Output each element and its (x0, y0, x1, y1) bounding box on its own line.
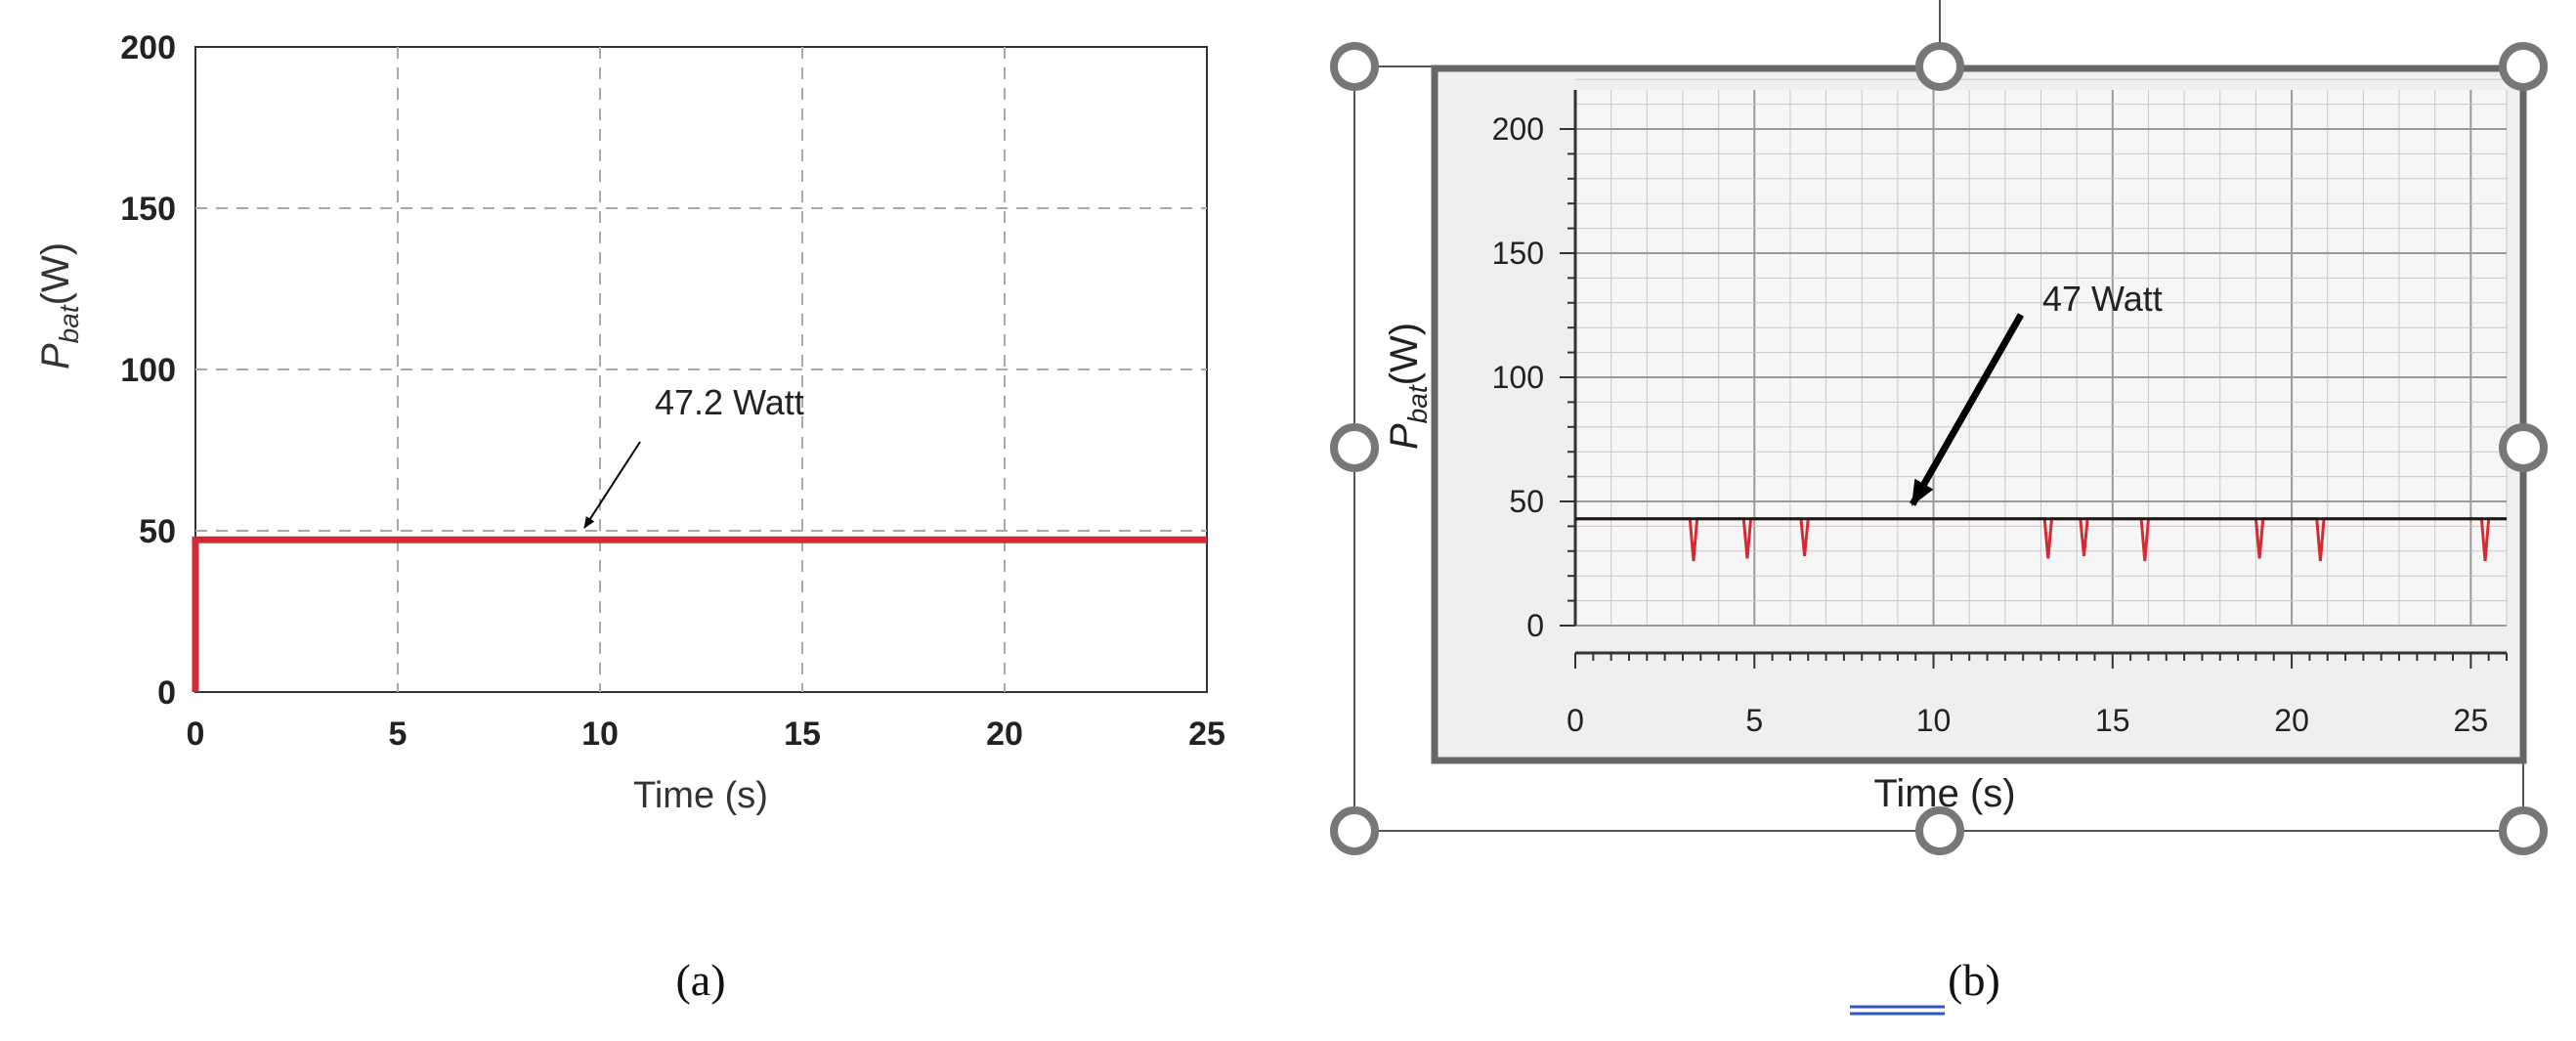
panel-b-x-tick-label-5: 25 (2454, 703, 2489, 738)
panel-b-grid (1560, 78, 2508, 669)
panel-b-x-tick-label-2: 10 (1916, 703, 1952, 738)
panel-a-y-tick-label-4: 200 (120, 29, 176, 66)
panel-a-x-tick-label-0: 0 (187, 716, 205, 753)
resize-handle-middle-left[interactable] (1330, 423, 1379, 472)
resize-handle-top-center[interactable] (1915, 42, 1964, 91)
panel-b-x-tick-label-4: 20 (2274, 703, 2309, 738)
panel-b-y-tick-label-3: 150 (1492, 236, 1544, 271)
panel-b-x-tick-label-1: 5 (1745, 703, 1763, 738)
panel-b-y-tick-label-4: 200 (1492, 111, 1544, 147)
panel-a-y-tick-label-1: 50 (139, 513, 176, 550)
panel-a-x-tick-label-4: 20 (986, 716, 1023, 753)
panel-b-series-line-0 (1575, 517, 2507, 562)
panel-b-y-label-main: P (1383, 423, 1426, 450)
panel-a-annotation-arrow (583, 441, 641, 529)
panel-a-y-tick-label-2: 100 (120, 352, 176, 389)
resize-handle-middle-right[interactable] (2499, 423, 2548, 472)
panel-b-x-tick-label-0: 0 (1567, 703, 1584, 738)
panel-a-x-tick-label-1: 5 (389, 716, 408, 753)
panel-a-series-line-0 (192, 536, 1207, 692)
panel-b-caption: (b) (1948, 955, 2000, 1005)
panel-b-ticks: 0 5 10 15 20 25 0 50 100 150 200 (1492, 111, 2489, 738)
panel-a-caption: (a) (675, 955, 725, 1005)
panel-b-y-label-sub: bat (1402, 384, 1433, 423)
panel-b-y-label-tail: (W) (1383, 323, 1426, 385)
panel-a-y-label-tail: (W) (34, 242, 77, 305)
panel-a-y-axis-label: Pbat(W) (34, 242, 84, 369)
panel-a-x-tick-label-3: 15 (784, 716, 821, 753)
panel-b-y-axis-label: Pbat(W) (1383, 323, 1433, 450)
panel-a-x-axis-label: Time (s) (633, 775, 768, 816)
panel-b-annotation-label: 47 Watt (2042, 279, 2163, 319)
resize-handle-top-left[interactable] (1330, 42, 1379, 91)
panel-a-annotation-label: 47.2 Watt (655, 382, 804, 422)
panel-b-y-tick-label-2: 100 (1492, 360, 1544, 395)
panel-b-series (1575, 517, 2507, 562)
panel-a-x-tick-label-5: 25 (1188, 716, 1225, 753)
resize-handle-bottom-left[interactable] (1330, 806, 1379, 855)
panel-a-y-label-sub: bat (54, 304, 84, 343)
panel-a-y-tick-label-0: 0 (157, 674, 176, 712)
panel-a-x-tick-label-2: 10 (581, 716, 619, 753)
panel-b-y-tick-label-0: 0 (1526, 608, 1544, 643)
resize-handle-bottom-center[interactable] (1915, 806, 1964, 855)
selection-handles[interactable] (1330, 42, 2548, 855)
panel-a-ticks: 0 5 10 15 20 25 0 50 100 150 200 (120, 29, 1225, 753)
panel-a-series (192, 536, 1207, 692)
resize-handle-bottom-right[interactable] (2499, 806, 2548, 855)
panel-b-annotation-arrow (1909, 313, 2025, 506)
panel-b-x-tick-label-3: 15 (2095, 703, 2130, 738)
resize-handle-top-right[interactable] (2499, 42, 2548, 91)
panel-b-y-tick-label-1: 50 (1509, 484, 1544, 519)
panel-a-grid (195, 47, 1207, 692)
panel-a-y-label-main: P (34, 343, 77, 369)
panel-a-y-tick-label-3: 150 (120, 191, 176, 228)
